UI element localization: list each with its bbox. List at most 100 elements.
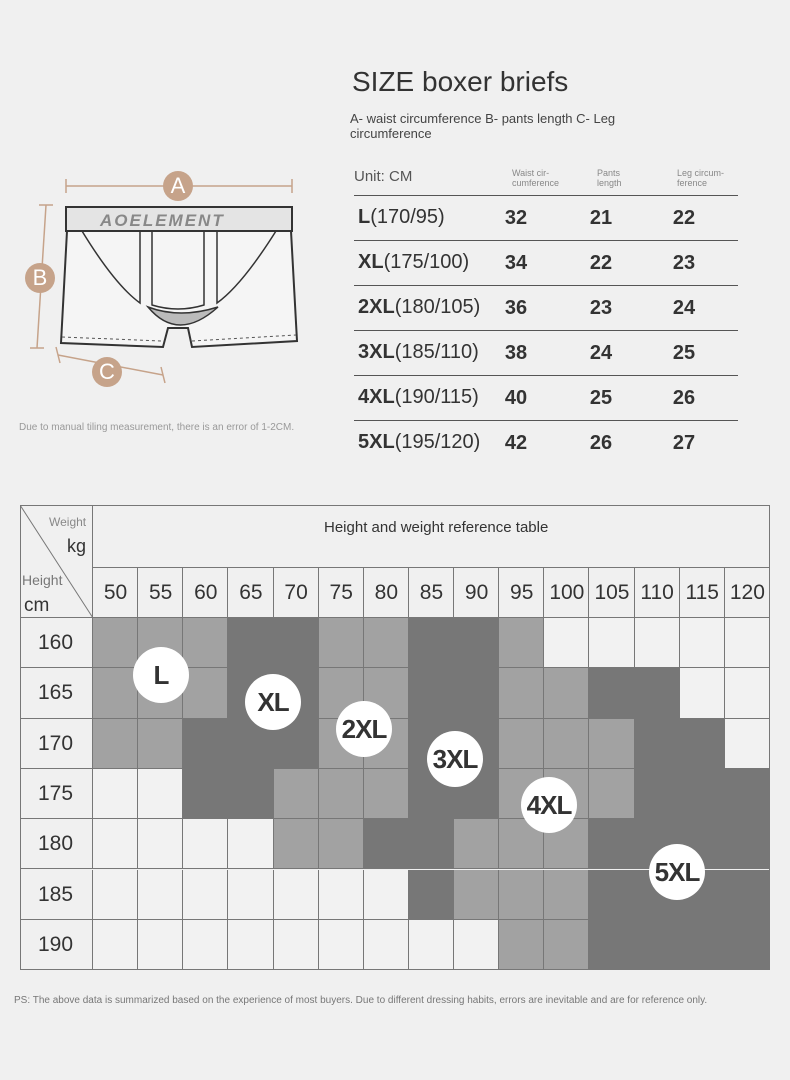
weight-label: 55	[149, 581, 173, 604]
size-label: 3XL(185/110)	[358, 341, 479, 364]
grid-cell	[634, 718, 680, 769]
size-length-value: 25	[589, 387, 613, 409]
corner-kg-label: kg	[67, 536, 87, 556]
height-weight-reference-table: 50 55 60 65 70 75 80 85 90 95 100 105 110 115 120 160 16…	[20, 505, 770, 971]
grid-cell	[318, 768, 364, 820]
column-header-leg: Leg circum- ference	[677, 168, 725, 188]
weight-label: 120	[729, 581, 765, 604]
grid-cell	[273, 919, 319, 971]
weight-header-cell	[228, 568, 274, 618]
grid-cell	[454, 618, 500, 669]
height-header-cell	[20, 618, 93, 669]
boxer-measurement-diagram: AOELEMENT A B C	[20, 165, 330, 395]
size-label: XL(175/100)	[358, 251, 469, 274]
grid-cell	[93, 768, 139, 820]
size-row: 5XL(195/120) 42 26 27	[354, 420, 738, 465]
grid-cell	[138, 768, 184, 820]
weight-header-cell	[499, 568, 545, 618]
grid-cell	[273, 869, 319, 920]
grid-cell	[93, 618, 139, 669]
grid-cell	[273, 819, 319, 870]
dimension-label-a: A	[163, 171, 193, 201]
grid-cell	[589, 668, 635, 719]
grid-cell	[183, 668, 229, 719]
size-waist-value: 42	[504, 432, 528, 454]
height-label: 165	[38, 681, 74, 705]
size-chart-title: SIZE boxer briefs	[352, 66, 569, 97]
size-leg-value: 26	[672, 387, 696, 409]
size-leg-value: 25	[672, 342, 696, 364]
size-spec: (170/95)	[370, 206, 445, 228]
grid-cell	[93, 869, 139, 920]
size-leg-value: 23	[672, 252, 696, 274]
weight-header-cell	[318, 568, 364, 618]
corner-cm-label: cm	[24, 595, 50, 616]
size-row: XL(175/100) 34 22 23	[354, 240, 738, 285]
grid-cell	[679, 718, 725, 769]
measurement-error-note: Due to manual tiling measurement, there …	[19, 422, 295, 433]
size-spec: (185/110)	[394, 341, 479, 363]
brand-logo: AOELEMENT	[100, 211, 225, 230]
corner-weight-label: Weight	[49, 515, 87, 529]
weight-label: 65	[239, 581, 263, 604]
corner-height-label: Height	[22, 572, 63, 588]
height-header-cell	[20, 668, 93, 719]
grid-cell	[183, 768, 229, 820]
weight-label: 115	[685, 581, 719, 604]
weight-header-cell	[273, 568, 319, 618]
grid-cell	[318, 919, 364, 971]
grid-cell	[228, 618, 274, 669]
grid-cell	[589, 718, 635, 769]
boxer-briefs-illustration	[30, 179, 299, 384]
size-label: 5XL(195/120)	[358, 431, 480, 454]
grid-cell	[183, 718, 229, 769]
grid-cell	[634, 768, 680, 820]
grid-cell	[363, 919, 409, 971]
grid-cell	[544, 718, 590, 769]
grid-cell	[499, 869, 545, 920]
grid-cell	[679, 668, 725, 719]
weight-label: 60	[194, 581, 218, 604]
grid-cell	[634, 919, 680, 971]
grid-cell	[228, 768, 274, 820]
size-code: 3XL	[358, 341, 395, 363]
grid-cell	[724, 668, 770, 719]
reference-title-cell	[93, 505, 770, 568]
corner-diagonal	[20, 505, 93, 618]
size-marker-2xl: 2XL	[336, 701, 392, 757]
weight-label: 110	[640, 581, 674, 604]
grid-cell	[454, 869, 500, 920]
grid-cell	[408, 668, 455, 719]
size-code: 2XL	[358, 296, 395, 318]
weight-header-cell	[183, 568, 229, 618]
grid-cell	[499, 668, 545, 719]
weight-header-cell	[408, 568, 455, 618]
grid-cell	[93, 718, 139, 769]
grid-cell	[138, 919, 184, 971]
size-label: 2XL(180/105)	[358, 296, 480, 319]
grid-cell	[228, 819, 274, 870]
footer-note: PS: The above data is summarized based o…	[14, 995, 708, 1006]
height-label: 170	[38, 731, 74, 755]
weight-header-cell	[363, 568, 409, 618]
weight-header-cell	[544, 568, 590, 618]
grid-cell	[679, 768, 725, 820]
grid-cell	[724, 919, 770, 971]
weight-label: 75	[329, 581, 353, 604]
grid-cell	[679, 919, 725, 971]
grid-cell	[724, 869, 770, 920]
size-row: 2XL(180/105) 36 23 24	[354, 285, 738, 330]
grid-cell	[183, 618, 229, 669]
grid-cell	[589, 618, 635, 669]
weight-header-cell	[589, 568, 635, 618]
size-row: 3XL(185/110) 38 24 25	[354, 330, 738, 375]
size-leg-value: 24	[672, 297, 696, 319]
grid-cell	[454, 919, 500, 971]
size-waist-value: 32	[504, 207, 528, 229]
weight-label: 105	[594, 581, 630, 604]
weight-label: 80	[374, 581, 398, 604]
grid-cell	[138, 819, 184, 870]
size-row: 4XL(190/115) 40 25 26	[354, 375, 738, 420]
grid-cell	[589, 768, 635, 820]
grid-cell	[724, 819, 770, 870]
